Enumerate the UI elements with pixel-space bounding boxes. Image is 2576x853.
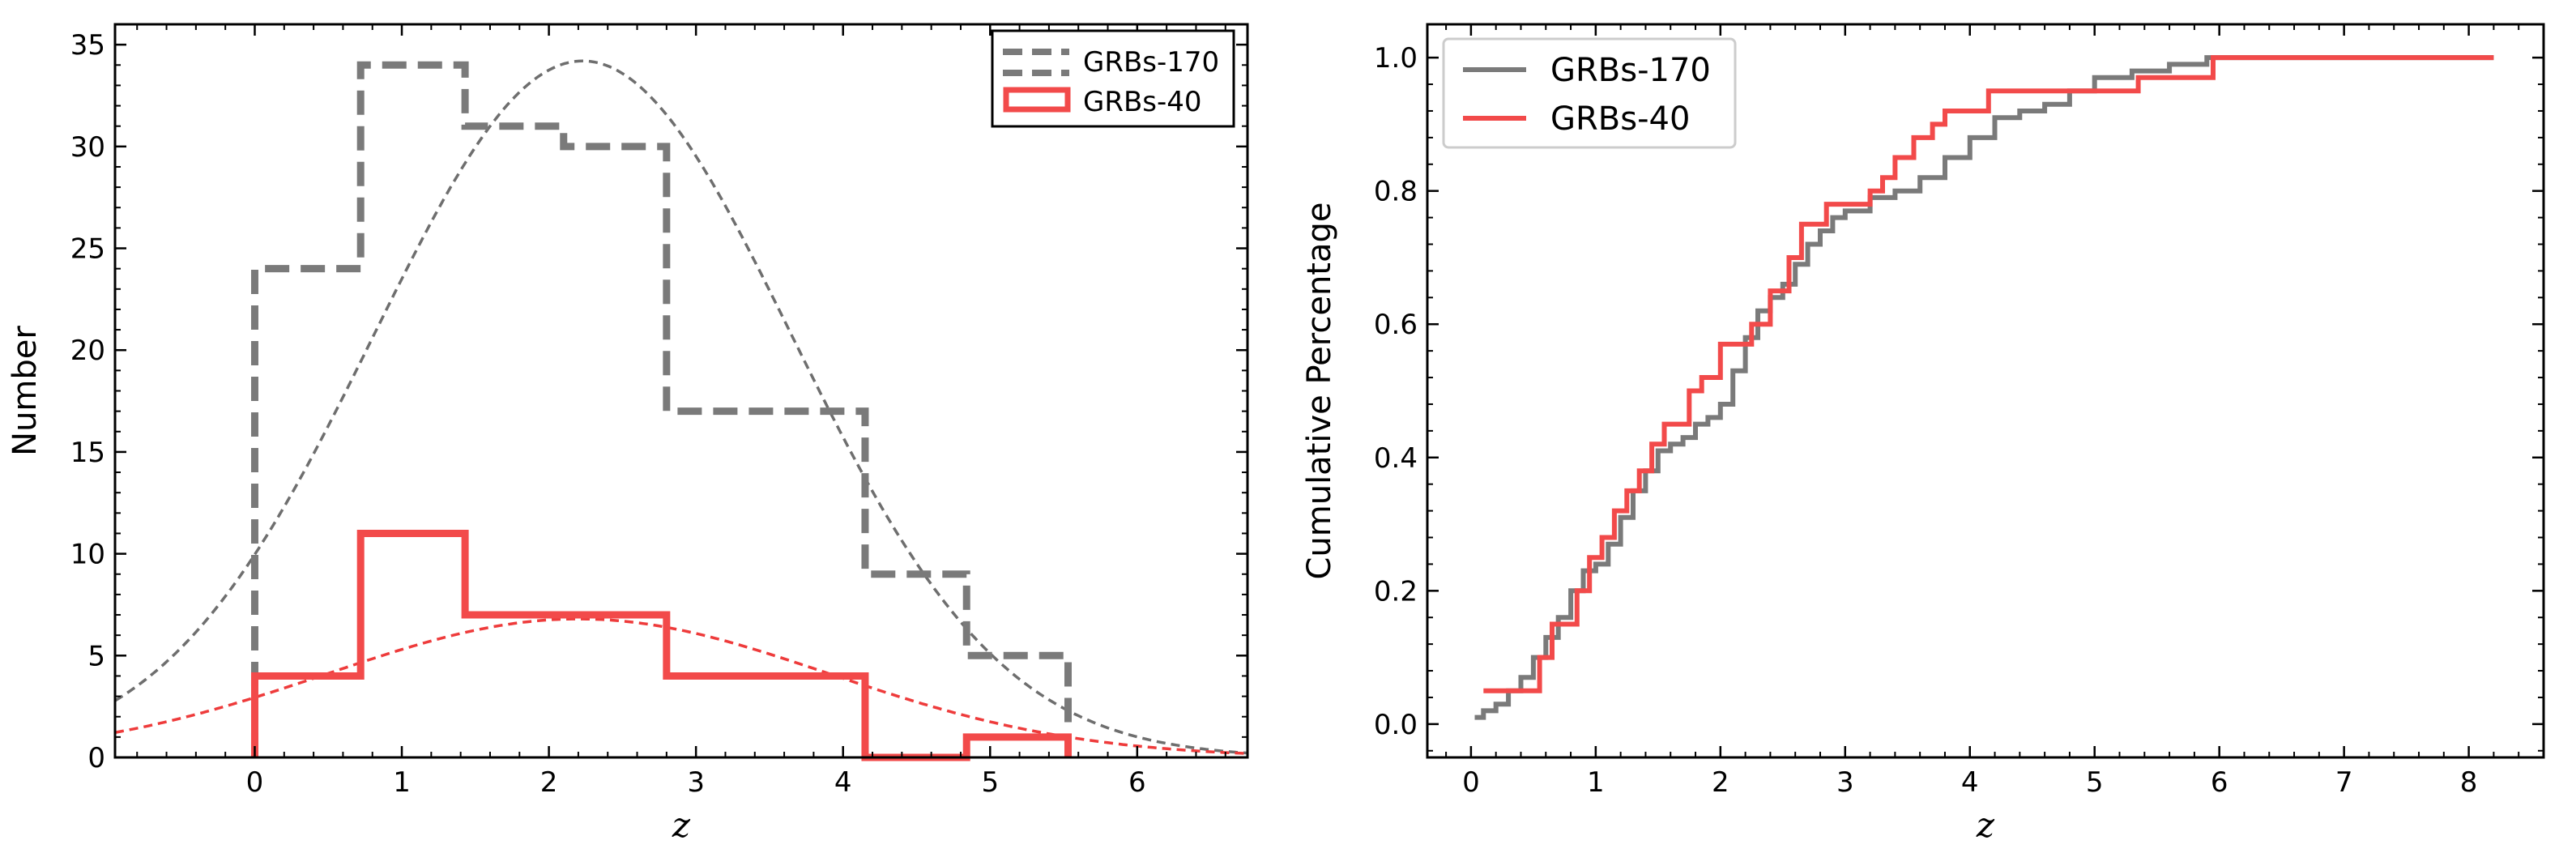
x-tick-labels: 0 1 2 3 4 5 6 7 8 — [1462, 766, 2477, 799]
x-tick-label: 7 — [2335, 766, 2353, 799]
y-tick-label: 0.6 — [1374, 309, 1418, 341]
y-tick-label: 10 — [70, 539, 105, 571]
x-axis-label: z — [1976, 805, 1995, 845]
legend-label-grbs-170: GRBs-170 — [1550, 52, 1711, 89]
y-tick-label: 35 — [70, 29, 105, 62]
x-tick-label: 1 — [1587, 766, 1605, 799]
fit-curve-grbs-40 — [114, 617, 1248, 755]
y-tick-label: 0.2 — [1374, 575, 1418, 608]
legend-label-grbs-40: GRBs-40 — [1550, 100, 1690, 138]
plot-frame — [1426, 23, 2545, 759]
legend-label-grbs-170: GRBs-170 — [1083, 46, 1219, 79]
x-tick-label: 3 — [1836, 766, 1854, 799]
cumulative-series — [1474, 55, 2494, 720]
y-tick-label: 0 — [87, 742, 105, 774]
histogram-grbs-170 — [250, 61, 1072, 757]
axis-ticks — [1427, 24, 2544, 757]
cumulative-line-grbs-40 — [1483, 55, 2494, 693]
y-axis-label: Number — [6, 326, 44, 456]
y-tick-label: 20 — [70, 335, 105, 367]
x-tick-label: 8 — [2460, 766, 2478, 799]
x-tick-label: 0 — [246, 766, 264, 799]
legend: GRBs-170 GRBs-40 — [1442, 37, 1737, 149]
x-tick-label: 2 — [1712, 766, 1729, 799]
x-axis-label: z — [672, 805, 691, 845]
y-tick-label: 15 — [70, 437, 105, 469]
x-tick-label: 1 — [393, 766, 411, 799]
x-tick-label: 4 — [834, 766, 852, 799]
cumulative-line-grbs-170 — [1474, 55, 2494, 720]
y-tick-label: 0.0 — [1374, 709, 1418, 741]
fit-curve-grbs-170 — [114, 59, 1248, 755]
y-tick-label: 1.0 — [1374, 42, 1418, 75]
fit-curves — [114, 59, 1248, 755]
y-tick-label: 5 — [87, 640, 105, 672]
x-tick-label: 5 — [981, 766, 999, 799]
x-tick-label: 2 — [540, 766, 558, 799]
x-tick-label: 6 — [2211, 766, 2228, 799]
legend-symbol-grbs-40 — [1003, 87, 1071, 113]
histogram-series — [250, 61, 1072, 761]
x-tick-label: 0 — [1462, 766, 1480, 799]
histogram-grbs-40 — [250, 529, 1072, 761]
legend: GRBs-170 GRBs-40 — [991, 29, 1235, 128]
x-tick-label: 4 — [1961, 766, 1979, 799]
y-axis-label: Cumulative Percentage — [1301, 202, 1338, 579]
x-tick-label: 6 — [1128, 766, 1146, 799]
legend-label-grbs-40: GRBs-40 — [1083, 86, 1202, 118]
histogram-panel: 0 1 2 3 4 5 6 0 5 10 15 20 25 30 35 z Number GRBs-170… — [6, 23, 1249, 845]
x-tick-label: 5 — [2086, 766, 2104, 799]
legend-symbol-grbs-170 — [1003, 49, 1069, 76]
x-tick-label: 3 — [687, 766, 705, 799]
axis-ticks — [115, 23, 1247, 759]
y-tick-label: 0.8 — [1374, 176, 1418, 208]
y-tick-labels: 0 5 10 15 20 25 30 35 — [70, 29, 105, 774]
legend-patch — [1003, 87, 1071, 113]
y-tick-label: 25 — [70, 233, 105, 266]
y-tick-label: 30 — [70, 131, 105, 164]
y-tick-label: 0.4 — [1374, 442, 1418, 475]
cumulative-panel: 0 1 2 3 4 5 6 7 8 0.0 0.2 0.4 0.6 0.8 1.0 z Cumulativ… — [1301, 23, 2545, 845]
y-tick-labels: 0.0 0.2 0.4 0.6 0.8 1.0 — [1374, 42, 1418, 741]
x-tick-labels: 0 1 2 3 4 5 6 — [246, 766, 1146, 799]
